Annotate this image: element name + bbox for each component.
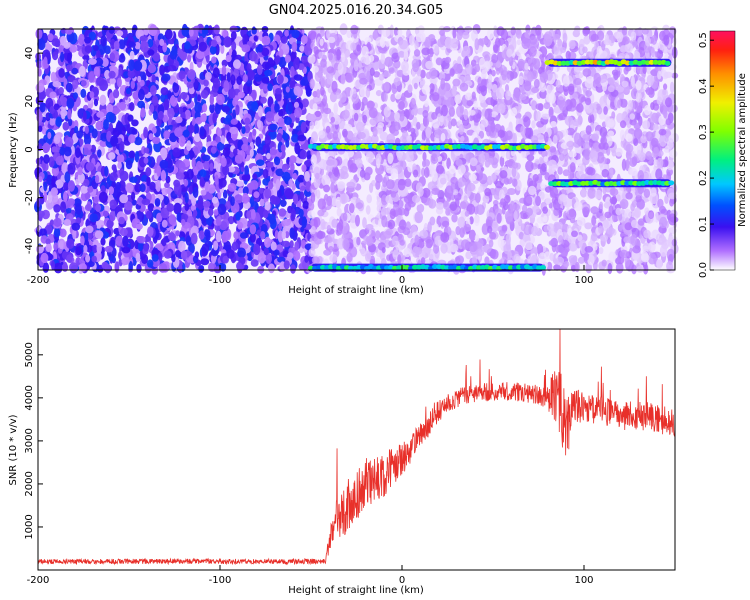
colorbar-tick-label: 0.2	[698, 170, 709, 186]
y-tick-label: 5000	[24, 342, 35, 367]
colorbar-tick-label: 0.3	[698, 124, 709, 140]
colorbar-ticks: 0.0 0.1 0.2 0.3 0.4 0.5	[698, 32, 714, 278]
spectrogram-x-axis-label: Height of straight line (km)	[288, 285, 424, 296]
x-tick-label: -200	[27, 575, 50, 586]
frequency-track-0	[308, 143, 550, 152]
spectrogram-x-ticks: -200 -100 0 100	[27, 265, 594, 286]
x-tick-label: 0	[399, 275, 405, 286]
snr-x-axis-label: Height of straight line (km)	[288, 585, 424, 596]
y-tick-label: 0	[24, 146, 35, 152]
x-tick-label: -200	[27, 275, 50, 286]
heatmap-region-0	[34, 23, 316, 275]
y-tick-label: 4000	[24, 385, 35, 410]
snr-y-ticks: 1000 2000 3000 4000 5000	[24, 342, 43, 540]
colorbar-gradient	[709, 30, 736, 271]
snr-panel: -200 -100 0 100 1000 2000 3000 4000 5000 Height…	[8, 328, 676, 596]
snr-y-axis-label: SNR (10 * v/v)	[8, 414, 19, 485]
colorbar-tick-label: 0.5	[698, 32, 709, 48]
colorbar-tick-label: 0.4	[698, 78, 709, 94]
y-tick-label: 3000	[24, 428, 35, 453]
colorbar-tick-label: 0.0	[698, 262, 709, 278]
y-tick-label: 20	[24, 95, 35, 108]
y-tick-label: 2000	[24, 471, 35, 496]
snr-x-ticks: -200 -100 0 100	[27, 565, 594, 586]
spectrogram-heatmap	[34, 23, 679, 276]
x-tick-label: -100	[209, 575, 232, 586]
colorbar-label: Normalized spectral amplitude	[737, 73, 748, 227]
frequency-track-3	[548, 179, 675, 188]
spectrogram-y-ticks: -40 -20 0 20 40	[24, 47, 43, 254]
y-tick-label: 1000	[24, 514, 35, 539]
x-tick-label: 100	[574, 575, 593, 586]
frequency-track-2	[544, 58, 672, 67]
figure-title: GN04.2025.016.20.34.G05	[269, 3, 444, 18]
x-tick-label: 100	[574, 275, 593, 286]
x-tick-label: -100	[209, 275, 232, 286]
spectrogram-y-axis-label: Frequency (Hz)	[8, 112, 19, 188]
y-tick-label: -20	[24, 190, 35, 206]
x-tick-label: 0	[399, 575, 405, 586]
y-tick-label: 40	[24, 47, 35, 60]
colorbar-tick-label: 0.1	[698, 216, 709, 232]
colorbar: 0.0 0.1 0.2 0.3 0.4 0.5 Normalized spectral a…	[698, 30, 748, 278]
y-tick-label: -40	[24, 238, 35, 254]
snr-series-line	[38, 329, 675, 566]
snr-frame	[37, 328, 676, 571]
